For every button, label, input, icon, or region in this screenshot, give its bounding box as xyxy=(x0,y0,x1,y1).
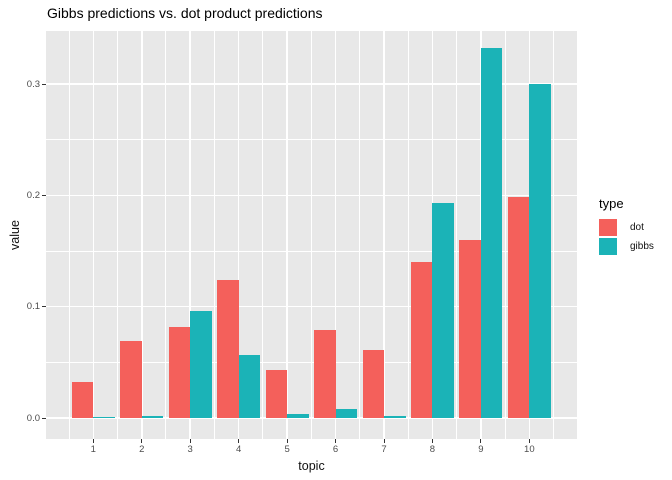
bar-dot-topic-3 xyxy=(168,326,191,418)
bar-dot-topic-10 xyxy=(507,196,530,418)
major-gridline-h xyxy=(46,83,577,85)
bar-gibbs-topic-1 xyxy=(93,416,115,418)
x-tick-mark xyxy=(480,439,482,443)
x-tick-label: 9 xyxy=(478,444,484,455)
x-axis-title: topic xyxy=(298,459,325,473)
x-tick-label: 8 xyxy=(429,444,436,455)
bar-gibbs-topic-6 xyxy=(335,409,358,418)
x-tick-mark xyxy=(238,439,240,443)
major-gridline-h xyxy=(46,305,577,308)
legend-title: type xyxy=(599,196,624,211)
major-gridline-h xyxy=(46,417,577,419)
x-tick-label: 4 xyxy=(235,444,242,455)
major-gridline-v xyxy=(92,31,95,439)
minor-gridline-v xyxy=(553,31,555,439)
bar-gibbs-topic-9 xyxy=(480,48,503,418)
legend-label: dot xyxy=(630,222,644,233)
major-gridline-h xyxy=(46,194,577,197)
minor-gridline-v xyxy=(359,31,361,439)
plot-panel xyxy=(46,31,577,439)
x-tick-mark xyxy=(141,439,143,443)
y-tick-label: 0.3 xyxy=(26,78,40,90)
legend-swatch-gibbs xyxy=(599,238,617,255)
x-tick-label: 1 xyxy=(90,444,96,455)
plot-title: Gibbs predictions vs. dot product predic… xyxy=(47,5,323,21)
minor-gridline-v xyxy=(310,31,312,439)
bar-dot-topic-5 xyxy=(265,370,288,418)
minor-gridline-v xyxy=(213,31,215,439)
x-tick-mark xyxy=(528,439,530,443)
x-tick-label: 10 xyxy=(524,444,535,455)
x-tick-label: 7 xyxy=(381,444,387,455)
minor-gridline-v xyxy=(456,31,458,439)
bar-dot-topic-9 xyxy=(459,239,481,418)
minor-gridline-v xyxy=(262,31,264,439)
legend-swatch-dot xyxy=(599,219,617,236)
minor-gridline-v xyxy=(504,31,506,439)
x-tick-mark xyxy=(189,439,191,443)
x-tick-label: 6 xyxy=(332,444,339,455)
bar-dot-topic-6 xyxy=(314,330,336,418)
y-tick-mark xyxy=(41,306,46,308)
y-tick-label: 0.1 xyxy=(26,301,40,313)
bar-gibbs-topic-5 xyxy=(287,413,309,418)
minor-gridline-v xyxy=(407,31,409,439)
major-gridline-v xyxy=(383,31,385,439)
x-tick-mark xyxy=(92,439,94,443)
minor-gridline-v xyxy=(165,31,167,439)
major-gridline-v xyxy=(141,31,143,439)
major-gridline-v xyxy=(286,31,288,439)
y-tick-label: 0.2 xyxy=(26,189,40,201)
minor-gridline-v xyxy=(117,31,119,439)
bar-dot-topic-7 xyxy=(362,350,384,418)
x-tick-mark xyxy=(286,439,288,443)
bar-dot-topic-4 xyxy=(217,279,239,418)
x-tick-mark xyxy=(383,439,385,443)
y-tick-mark xyxy=(41,417,46,419)
legend-label: gibbs xyxy=(630,241,654,252)
bar-gibbs-topic-7 xyxy=(384,415,406,418)
y-tick-mark xyxy=(41,83,46,85)
bar-gibbs-topic-3 xyxy=(190,311,212,418)
x-tick-label: 2 xyxy=(139,444,145,455)
bar-gibbs-topic-8 xyxy=(432,203,454,418)
major-gridline-v xyxy=(334,31,337,439)
bar-dot-topic-1 xyxy=(71,382,94,418)
bar-gibbs-topic-2 xyxy=(141,415,164,418)
bar-dot-topic-2 xyxy=(120,341,142,418)
bar-gibbs-topic-10 xyxy=(529,84,551,418)
legend-items: dot gibbs xyxy=(599,219,654,255)
x-tick-mark xyxy=(431,439,433,443)
y-tick-mark xyxy=(41,194,46,196)
major-gridline-v xyxy=(237,31,240,439)
minor-gridline-v xyxy=(68,31,70,439)
bar-gibbs-topic-4 xyxy=(238,354,261,418)
x-tick-mark xyxy=(335,439,337,443)
y-axis-title: value xyxy=(8,220,22,250)
x-tick-label: 3 xyxy=(187,444,193,455)
major-gridline-v xyxy=(189,31,191,439)
bar-dot-topic-8 xyxy=(410,262,433,418)
x-tick-label: 5 xyxy=(284,444,290,455)
legend-item-gibbs: gibbs xyxy=(599,238,654,255)
legend: type dot gibbs xyxy=(599,196,654,257)
legend-item-dot: dot xyxy=(599,219,654,236)
y-tick-label: 0.0 xyxy=(26,412,40,424)
